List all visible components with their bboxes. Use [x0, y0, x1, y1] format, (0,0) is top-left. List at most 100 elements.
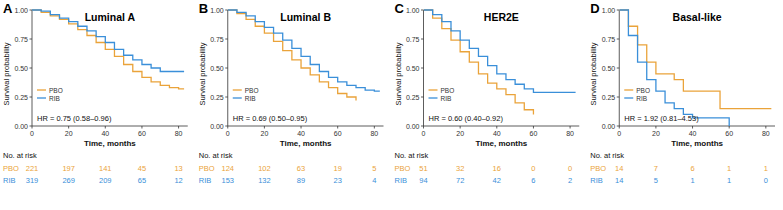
x-tick [533, 126, 534, 129]
x-tick-label: 0 [617, 130, 621, 137]
risk-count: 7 [654, 164, 658, 173]
y-tick-label: 1.00 [406, 7, 420, 14]
risk-count: 12 [174, 176, 182, 185]
curves [424, 10, 576, 114]
survival-curve [424, 10, 576, 92]
y-tick-label: 0.50 [602, 65, 616, 72]
x-tick [765, 126, 766, 129]
risk-row-name: RIB [199, 176, 212, 185]
y-tick [421, 97, 424, 98]
risk-row-name: PBO [3, 164, 19, 173]
risk-count: 89 [297, 176, 305, 185]
x-tick-label: 40 [493, 130, 501, 137]
y-tick-label: 0.00 [406, 123, 420, 130]
y-tick [421, 39, 424, 40]
y-tick-label: 1.00 [14, 7, 28, 14]
survival-curve [619, 10, 771, 109]
x-tick-label: 80 [566, 130, 574, 137]
legend-swatch [624, 89, 633, 90]
risk-count: 51 [419, 164, 427, 173]
panel-title: Luminal A [85, 11, 136, 23]
y-tick [225, 97, 228, 98]
risk-row-name: PBO [395, 164, 411, 173]
panel: 0.000.250.500.751.00020406080Time, month… [589, 1, 775, 185]
x-tick [68, 126, 69, 129]
risk-count: 221 [26, 164, 39, 173]
risk-count: 14 [615, 176, 623, 185]
y-tick-label: 0.50 [406, 65, 420, 72]
risk-count: 72 [456, 176, 464, 185]
y-axis-title: Survival probability [198, 42, 207, 105]
y-tick [617, 97, 620, 98]
x-tick [460, 126, 461, 129]
x-axis [424, 126, 580, 127]
curves [619, 10, 771, 126]
panel-letter: A [3, 1, 13, 16]
legend-label: PBO [441, 87, 455, 94]
hazard-ratio: HR = 0.75 (0.58–0.96) [37, 114, 112, 123]
x-tick [141, 126, 142, 129]
risk-count: 65 [138, 176, 146, 185]
panel: 0.000.250.500.751.00020406080Time, month… [2, 1, 188, 185]
x-tick [729, 126, 730, 129]
risk-count: 153 [221, 176, 234, 185]
y-tick [30, 68, 33, 69]
x-tick [692, 126, 693, 129]
risk-count: 19 [334, 164, 342, 173]
x-tick [178, 126, 179, 129]
curves [32, 10, 184, 89]
y-tick [617, 39, 620, 40]
x-tick [655, 126, 656, 129]
x-tick-label: 0 [30, 130, 34, 137]
panel-letter: C [395, 1, 405, 16]
risk-count: 63 [297, 164, 305, 173]
x-tick-label: 20 [652, 130, 660, 137]
x-tick [301, 126, 302, 129]
x-tick-label: 60 [334, 130, 342, 137]
y-tick-label: 0.75 [14, 36, 28, 43]
risk-table-title: No. at risk [199, 151, 233, 160]
y-axis-title: Survival probability [589, 42, 598, 105]
y-tick-label: 0.75 [210, 36, 224, 43]
x-tick-label: 80 [370, 130, 378, 137]
panel-letter: D [590, 1, 599, 16]
x-axis-title: Time, months [84, 139, 136, 148]
x-axis [619, 126, 775, 127]
risk-table-title: No. at risk [395, 151, 429, 160]
y-tick-label: 0.00 [602, 123, 616, 130]
y-tick [421, 68, 424, 69]
survival-curve [228, 10, 356, 100]
y-axis-title: Survival probability [2, 42, 11, 105]
curves [228, 10, 380, 100]
risk-count: 319 [26, 176, 39, 185]
legend-swatch [233, 97, 242, 98]
hazard-ratio: HR = 0.69 (0.50–0.95) [233, 114, 308, 123]
y-tick-label: 1.00 [602, 7, 616, 14]
survival-curve [32, 10, 184, 71]
y-tick [30, 10, 33, 11]
x-tick-label: 60 [138, 130, 146, 137]
risk-count: 1 [690, 176, 694, 185]
y-tick-label: 0.50 [14, 65, 28, 72]
x-tick-label: 20 [260, 130, 268, 137]
legend-label: PBO [636, 87, 650, 94]
x-tick-label: 80 [762, 130, 770, 137]
risk-count: 124 [221, 164, 234, 173]
x-tick-label: 40 [689, 130, 697, 137]
x-tick [227, 126, 228, 129]
x-tick [32, 126, 33, 129]
risk-count: 102 [258, 164, 271, 173]
legend-label: RIB [636, 95, 647, 102]
y-tick-label: 0.50 [210, 65, 224, 72]
x-axis-title: Time, months [671, 139, 723, 148]
survival-curve [32, 10, 184, 89]
risk-count: 132 [258, 176, 271, 185]
risk-count: 14 [615, 164, 623, 173]
legend-swatch [429, 89, 438, 90]
panel-title: Luminal B [280, 11, 331, 23]
legend-label: PBO [49, 87, 63, 94]
y-tick-label: 0.75 [406, 36, 420, 43]
risk-row-name: RIB [590, 176, 603, 185]
x-tick-label: 0 [422, 130, 426, 137]
risk-row-name: RIB [395, 176, 408, 185]
